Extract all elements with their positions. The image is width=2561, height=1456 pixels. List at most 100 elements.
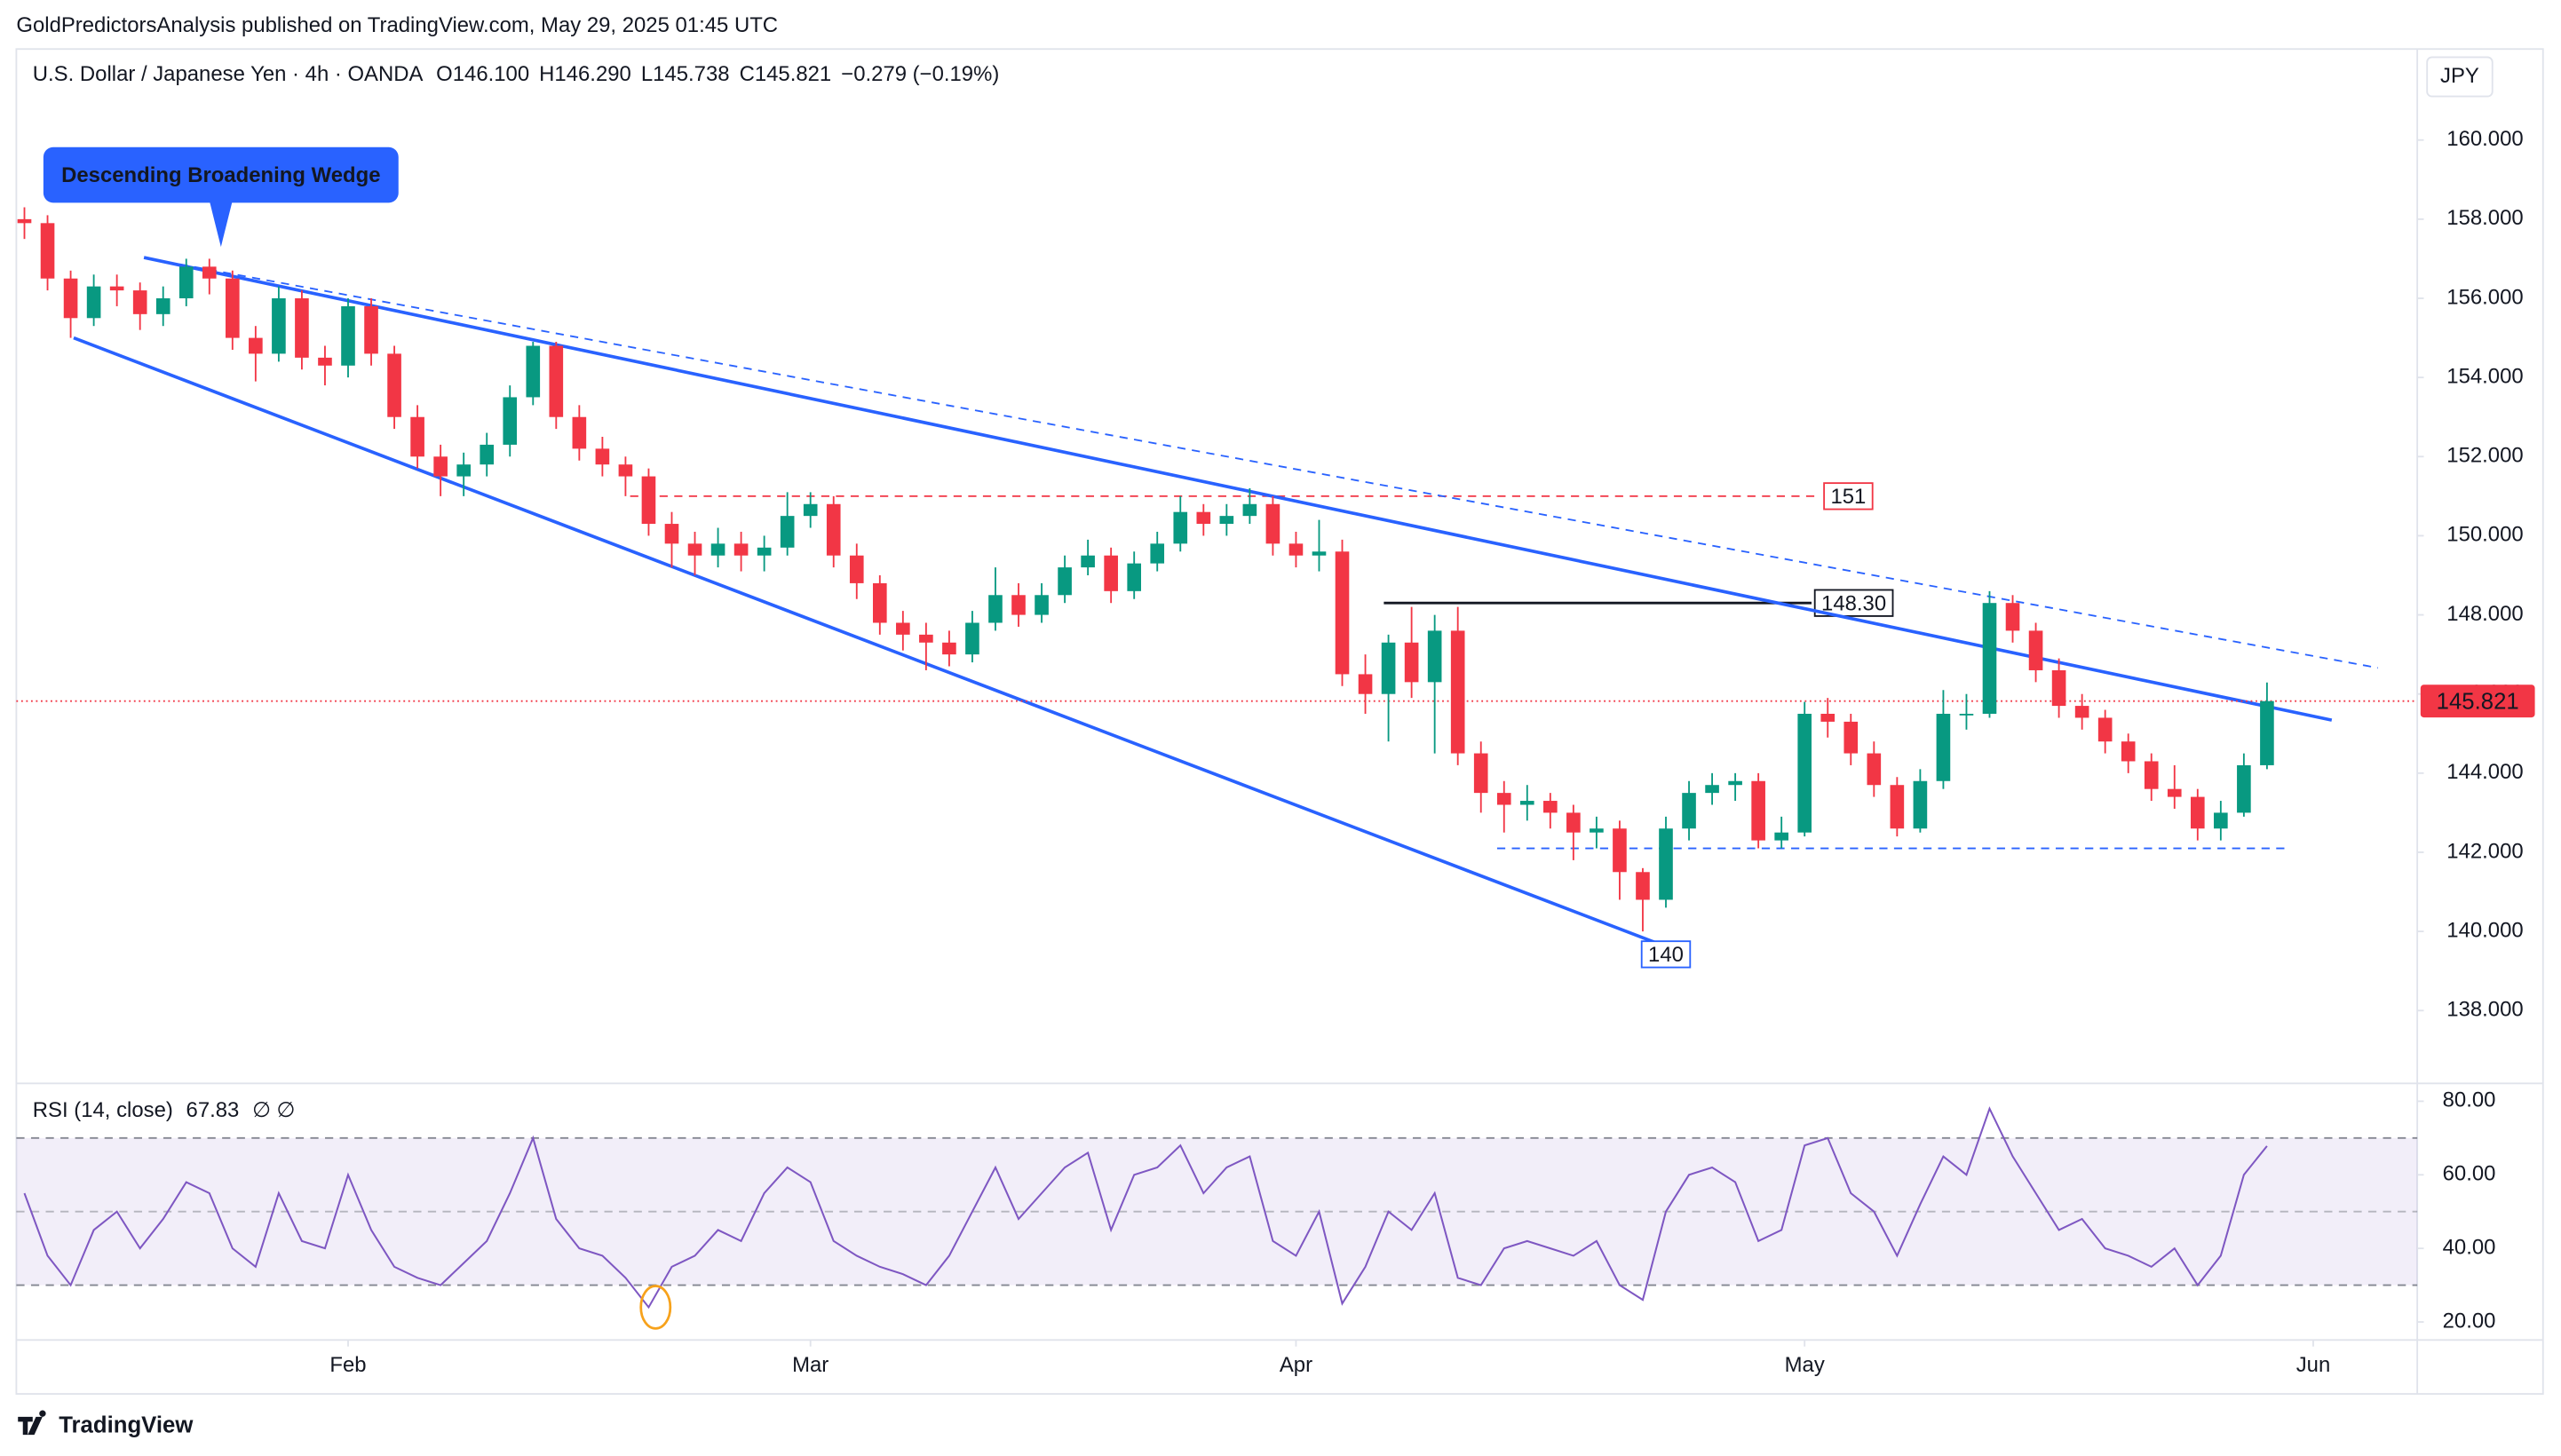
candle-body: [1381, 642, 1396, 694]
candle-body: [1890, 785, 1905, 829]
candle-body: [1242, 503, 1257, 517]
y-tick-label: 150.000: [2446, 523, 2523, 547]
level-label: 148.30: [1813, 589, 1894, 617]
y-tick-label: 142.000: [2446, 839, 2523, 863]
brand: TradingView: [59, 1413, 194, 1438]
candle-body: [988, 595, 1003, 623]
y-tick-label: 144.000: [2446, 760, 2523, 784]
candle-body: [1936, 713, 1951, 781]
last-price-label: 145.821: [2420, 684, 2535, 718]
candle-body: [1150, 543, 1165, 564]
candle-body: [202, 266, 217, 279]
last-price-text: 145.821: [2437, 689, 2519, 714]
candle-body: [1519, 801, 1534, 805]
y-tick-label: 160.000: [2446, 127, 2523, 151]
close: C145.821: [740, 62, 832, 86]
candle-body: [2260, 700, 2274, 765]
candle-body: [965, 622, 979, 655]
candle-body: [780, 516, 795, 548]
rsi-value: 67.83: [186, 1098, 240, 1122]
callout-pointer: [209, 201, 233, 248]
candle-body: [1265, 503, 1280, 544]
candle-body: [687, 543, 702, 556]
candle-body: [109, 286, 124, 291]
candle-body: [872, 582, 887, 623]
candle-body: [1450, 630, 1465, 754]
x-tick-label: May: [1785, 1353, 1825, 1377]
candle-body: [1127, 563, 1142, 591]
y-tick-label: 60.00: [2443, 1162, 2496, 1186]
y-tick-label: 158.000: [2446, 206, 2523, 230]
callout-box: [43, 146, 399, 203]
candle-body: [1104, 555, 1118, 591]
level-label: 151: [1823, 482, 1874, 510]
candle-body: [1173, 511, 1188, 544]
candle-body: [86, 286, 101, 319]
callout: Descending Broadening Wedge: [43, 146, 399, 248]
change: −0.279 (−0.19%): [841, 62, 999, 86]
candle-body: [1035, 595, 1049, 615]
symbol: U.S. Dollar / Japanese Yen · 4h · OANDA: [33, 62, 424, 86]
price-label-box: [1640, 940, 1692, 969]
low: L145.738: [641, 62, 730, 86]
candle-body: [1427, 630, 1442, 683]
y-tick-label: 156.000: [2446, 285, 2523, 309]
candle-body: [664, 524, 679, 544]
candle-body: [1543, 801, 1558, 813]
candle-body: [1751, 780, 1765, 841]
candle-body: [757, 547, 772, 556]
x-tick-label: Apr: [1280, 1353, 1312, 1377]
level-label-text: 148.30: [1821, 591, 1886, 615]
open: O146.100: [436, 62, 529, 86]
x-tick-label: Jun: [2296, 1353, 2331, 1377]
candle-body: [2167, 788, 2182, 797]
price-label-text: 140: [1648, 943, 1684, 967]
y-tick-label: 140.000: [2446, 918, 2523, 942]
trendline: [73, 336, 1655, 944]
y-tick-label: 152.000: [2446, 444, 2523, 468]
candle-body: [2051, 669, 2066, 707]
last-price-box: [2420, 684, 2535, 718]
candle-body: [641, 476, 656, 525]
candle-body: [942, 642, 956, 655]
candle-body: [1219, 516, 1234, 525]
candle-body: [17, 218, 32, 224]
candle-body: [155, 298, 170, 314]
candle-body: [618, 464, 633, 477]
y-tick-label: 80.00: [2443, 1088, 2496, 1112]
candle-body: [595, 448, 610, 465]
candle-body: [2121, 741, 2136, 762]
x-tick-label: Feb: [329, 1353, 366, 1377]
candle-body: [1081, 555, 1095, 568]
candle-body: [733, 543, 749, 556]
candle-body: [480, 444, 495, 465]
candle-body: [1774, 832, 1788, 841]
candle-body: [549, 345, 564, 417]
candle-body: [1982, 603, 1997, 714]
y-tick-label: 148.000: [2446, 602, 2523, 626]
candle-body: [1288, 543, 1304, 556]
candle-body: [2237, 764, 2251, 813]
y-tick-label: 154.000: [2446, 364, 2523, 388]
candle-body: [1797, 713, 1812, 833]
candle-body: [178, 266, 194, 299]
frame: [15, 48, 2544, 1395]
candle-body: [2190, 796, 2205, 829]
candle-body: [1566, 812, 1581, 833]
candle-body: [526, 345, 541, 398]
candle-body: [295, 298, 309, 358]
candle-body: [1705, 785, 1719, 794]
level-label-box: [1823, 482, 1874, 510]
candle-body: [1196, 511, 1211, 525]
candle-body: [2028, 630, 2043, 670]
candle-body: [1843, 721, 1859, 754]
candle-body: [1473, 753, 1488, 794]
y-tick-label: 40.00: [2443, 1235, 2496, 1259]
currency-box[interactable]: [2426, 56, 2494, 98]
currency: JPY: [2440, 64, 2479, 88]
candle-body: [63, 278, 78, 319]
candle-body: [1613, 828, 1627, 873]
candle-body: [1011, 595, 1026, 615]
